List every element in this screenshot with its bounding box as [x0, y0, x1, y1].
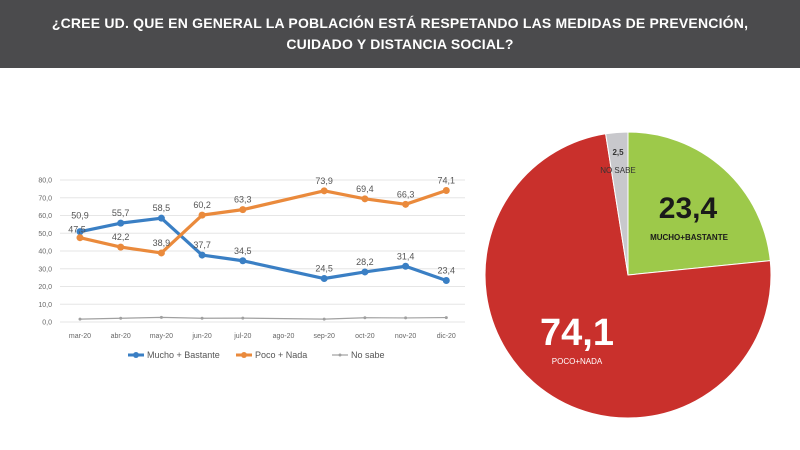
- pie-value-mucho-bastante: 23,4: [659, 192, 718, 225]
- data-point: [76, 228, 84, 236]
- data-point: [76, 234, 84, 242]
- pie-label-no-sabe: NO SABE: [600, 166, 636, 175]
- data-point: [402, 200, 410, 208]
- x-tick-label: ago-20: [273, 333, 295, 340]
- chart-title: ¿CREE UD. QUE EN GENERAL LA POBLACIÓN ES…: [51, 15, 749, 52]
- x-tick-label: sep-20: [313, 333, 335, 340]
- data-label: 66,3: [397, 189, 415, 199]
- x-tick-label: oct-20: [355, 333, 375, 340]
- y-tick-label: 70,0: [38, 195, 52, 202]
- data-point: [78, 317, 82, 321]
- y-tick-label: 10,0: [38, 302, 52, 309]
- x-tick-label: jul-20: [233, 333, 251, 340]
- y-tick-label: 20,0: [38, 284, 52, 291]
- legend-marker: [241, 352, 247, 358]
- legend-label: Mucho + Bastante: [147, 350, 220, 360]
- y-tick-label: 80,0: [38, 178, 52, 185]
- data-label: 58,5: [153, 203, 171, 213]
- data-point: [157, 214, 165, 222]
- data-label: 55,7: [112, 208, 130, 218]
- data-point: [239, 257, 247, 265]
- data-label: 34,5: [234, 246, 252, 256]
- pie-label-poco-nada: POCO+NADA: [552, 357, 603, 366]
- data-label: 31,4: [397, 251, 415, 261]
- pie-value-no-sabe: 2,5: [612, 148, 624, 157]
- data-point: [361, 195, 369, 203]
- data-label: 23,4: [438, 265, 456, 275]
- y-tick-label: 60,0: [38, 213, 52, 220]
- pie-slice-no-sabe: [605, 131, 629, 276]
- x-tick-label: mar-20: [69, 333, 91, 340]
- data-label: 50,9: [71, 211, 89, 221]
- data-point: [239, 206, 247, 214]
- x-tick-label: abr-20: [111, 333, 131, 340]
- data-point: [119, 316, 123, 320]
- data-point: [442, 276, 450, 284]
- title-bar: ¿CREE UD. QUE EN GENERAL LA POBLACIÓN ES…: [0, 0, 800, 68]
- data-point: [322, 317, 326, 321]
- x-tick-label: may-20: [150, 333, 173, 340]
- data-point: [363, 316, 367, 320]
- data-point: [320, 275, 328, 283]
- legend-marker: [133, 352, 139, 358]
- data-label: 47,5: [68, 225, 86, 235]
- x-tick-label: dic-20: [437, 333, 456, 340]
- data-point: [157, 249, 165, 257]
- data-point: [117, 243, 125, 251]
- data-label: 69,4: [356, 184, 374, 194]
- y-tick-label: 50,0: [38, 231, 52, 238]
- data-label: 42,2: [112, 232, 130, 242]
- data-point: [241, 316, 245, 320]
- x-tick-label: jun-20: [191, 333, 212, 340]
- data-label: 73,9: [315, 176, 333, 186]
- pie-value-poco-nada: 74,1: [540, 312, 614, 354]
- data-label: 28,2: [356, 257, 374, 267]
- data-point: [320, 187, 328, 195]
- data-point: [198, 211, 206, 219]
- y-tick-label: 30,0: [38, 266, 52, 273]
- legend-label: Poco + Nada: [255, 350, 307, 360]
- data-point: [200, 316, 204, 320]
- data-point: [117, 219, 125, 227]
- data-label: 74,1: [438, 175, 456, 185]
- data-label: 24,5: [315, 264, 333, 274]
- data-label: 60,2: [193, 200, 211, 210]
- data-point: [444, 316, 448, 320]
- legend-marker: [338, 353, 342, 357]
- legend-label: No sabe: [351, 350, 385, 360]
- pie-label-mucho-bastante: MUCHO+BASTANTE: [650, 233, 729, 242]
- series-line-no-sabe: [79, 316, 447, 320]
- data-point: [361, 268, 369, 276]
- data-label: 63,3: [234, 195, 252, 205]
- x-tick-label: nov-20: [395, 333, 417, 340]
- data-point: [442, 186, 450, 194]
- data-point: [198, 251, 206, 259]
- data-label: 38,9: [153, 238, 171, 248]
- data-point: [159, 315, 163, 319]
- y-tick-label: 40,0: [38, 249, 52, 256]
- pie-slice-poco-nada: [484, 133, 772, 419]
- data-point: [404, 316, 408, 320]
- data-label: 37,7: [193, 240, 211, 250]
- pie-slice-mucho-bastante: [627, 131, 771, 276]
- data-point: [402, 262, 410, 270]
- y-tick-label: 0,0: [42, 320, 52, 327]
